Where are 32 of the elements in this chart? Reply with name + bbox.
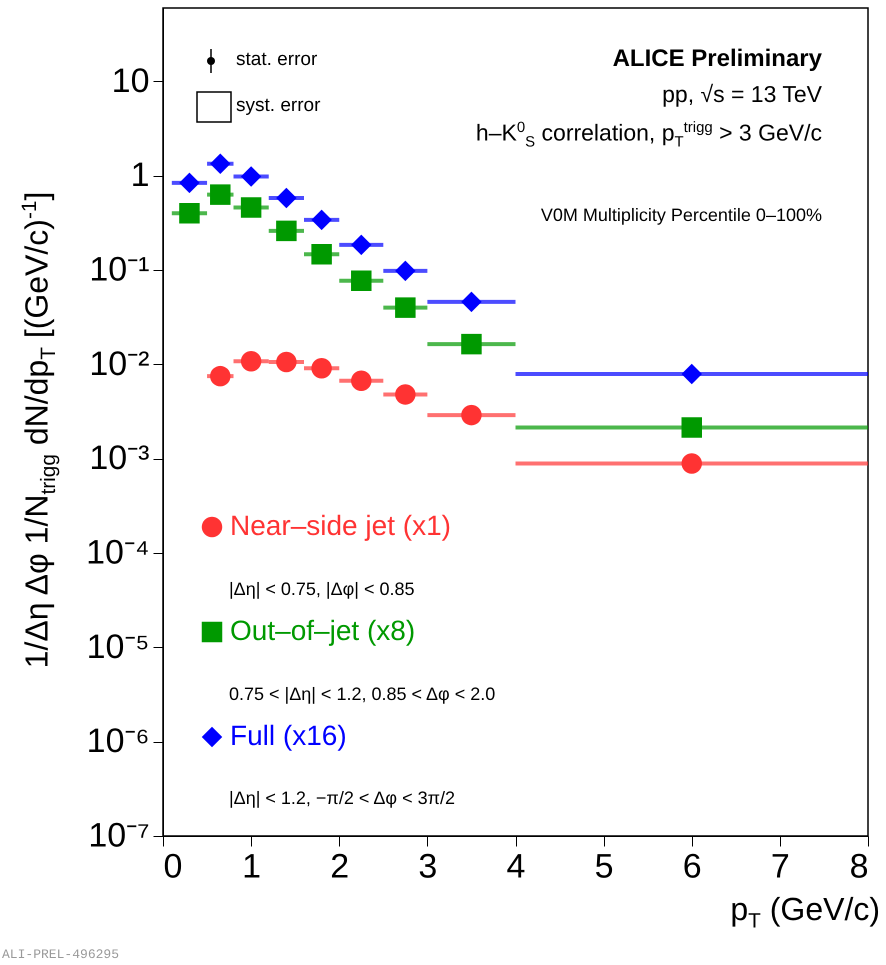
y-tick-label: 10⁻¹ [89, 250, 150, 289]
text: ALI-PREL-496295 [2, 947, 120, 962]
annotation: V0M Multiplicity Percentile 0–100% [540, 205, 822, 226]
x-axis-title: p$_{T}$ (GeV/c) [730, 891, 880, 934]
x-tick-label: 1 [242, 848, 262, 886]
legend-label: Out–of–jet (x8) [230, 615, 416, 646]
x-tick-label: 6 [682, 848, 702, 886]
annotation: pp, √s = 13 TeV [662, 81, 822, 108]
annotation: syst. error [236, 95, 320, 117]
legend-label: Full (x16) [230, 720, 347, 751]
x-tick-label: 5 [594, 848, 614, 886]
annotation: |Δη| < 0.75, |Δφ| < 0.85 [229, 579, 415, 600]
annotation: 0.75 < |Δη| < 1.2, 0.85 < Δφ < 2.0 [229, 684, 496, 705]
x-tick-label: 7 [770, 848, 790, 886]
x-tick-label: 8 [850, 848, 868, 886]
y-tick-label: 10⁻⁵ [86, 628, 150, 666]
y-tick-label: 10⁻⁴ [86, 534, 150, 572]
y-tick-label: 10 [112, 62, 150, 100]
y-tick-label: 10⁻³ [89, 439, 150, 478]
legend-label: Near–side jet (x1) [230, 510, 451, 541]
y-tick-label: 10⁻² [89, 344, 150, 383]
y-tick-label: 1 [130, 156, 150, 194]
x-tick-label: 0 [164, 848, 182, 886]
y-tick-label: 10⁻⁷ [88, 816, 150, 854]
y-tick-label: 10⁻⁶ [86, 722, 150, 760]
annotation: |Δη| < 1.2, −π/2 < Δφ < 3π/2 [229, 788, 456, 809]
annotation: h–K$^{0}$$_{S}$ correlation, p$_{T}$$^{trigg}$ > 3 GeV/c [476, 119, 822, 151]
text: ALICE Preliminary [612, 45, 822, 72]
x-tick-label: 3 [418, 848, 438, 886]
x-tick-label: 4 [506, 848, 526, 886]
annotation: stat. error [236, 49, 318, 71]
x-tick-label: 2 [330, 848, 350, 886]
